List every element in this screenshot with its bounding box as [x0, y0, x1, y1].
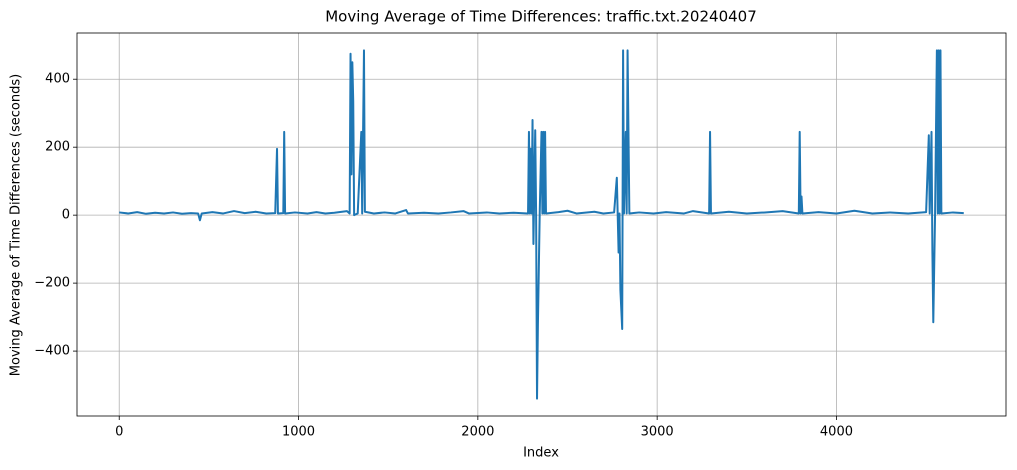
y-axis-label: Moving Average of Time Differences (seco… [9, 74, 24, 376]
x-tick-label: 2000 [461, 425, 494, 440]
y-tick-label: −400 [34, 344, 70, 359]
y-tick-label: 400 [45, 72, 70, 87]
x-tick-label: 0 [115, 425, 123, 440]
y-tick-label: −200 [34, 276, 70, 291]
data-line [119, 49, 964, 400]
plot-frame [76, 32, 1007, 417]
x-tick-label: 1000 [282, 425, 315, 440]
x-tick-label: 3000 [641, 425, 674, 440]
x-axis-label: Index [523, 446, 559, 461]
y-tick-label: 200 [45, 140, 70, 155]
chart-title: Moving Average of Time Differences: traf… [325, 8, 757, 26]
y-tick-label: 0 [62, 208, 70, 223]
x-tick-label: 4000 [820, 425, 853, 440]
